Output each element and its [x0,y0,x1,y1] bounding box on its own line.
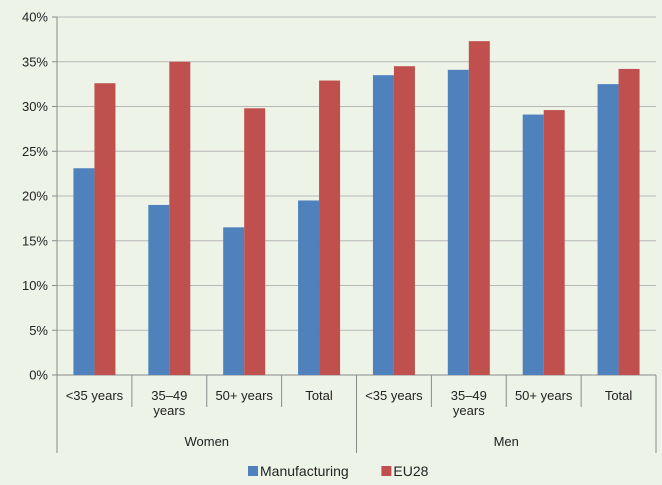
x-category-label: 50+ years [515,388,573,403]
y-tick-label: 30% [22,99,48,114]
bar-manufacturing [447,69,469,376]
group-label: Women [184,434,229,449]
x-category-label: years [453,403,485,418]
x-category-label: Total [605,388,633,403]
bar-manufacturing [522,114,544,376]
bar-manufacturing [148,204,170,375]
y-tick-label: 0% [29,368,48,383]
bar-eu28 [319,80,341,376]
bar-eu28 [618,68,640,375]
bar-eu28 [169,61,191,375]
y-tick-label: 15% [22,233,48,248]
legend-swatch [381,466,392,476]
bar-eu28 [94,83,116,375]
legend-label: EU28 [393,463,428,479]
bar-eu28 [468,41,490,375]
x-category-label: years [153,403,185,418]
x-category-label: <35 years [66,388,124,403]
x-category-label: Total [305,388,333,403]
bar-eu28 [393,66,415,375]
x-category-label: 35–49 [151,388,187,403]
bar-manufacturing [298,200,320,375]
x-category-label: 50+ years [215,388,273,403]
bar-eu28 [543,110,565,375]
y-tick-label: 20% [22,189,48,204]
bar-manufacturing [372,75,394,376]
x-category-label: <35 years [365,388,423,403]
group-label: Men [494,434,519,449]
y-tick-label: 35% [22,54,48,69]
bar-manufacturing [223,227,245,375]
bar-manufacturing [597,84,619,375]
x-category-label: 35–49 [451,388,487,403]
legend-label: Manufacturing [260,463,349,479]
y-tick-label: 10% [22,278,48,293]
y-tick-label: 5% [29,323,48,338]
y-tick-label: 40% [22,10,48,25]
legend-swatch [248,466,258,476]
y-tick-label: 25% [22,144,48,159]
bar-eu28 [244,108,266,375]
bar-manufacturing [73,168,95,375]
